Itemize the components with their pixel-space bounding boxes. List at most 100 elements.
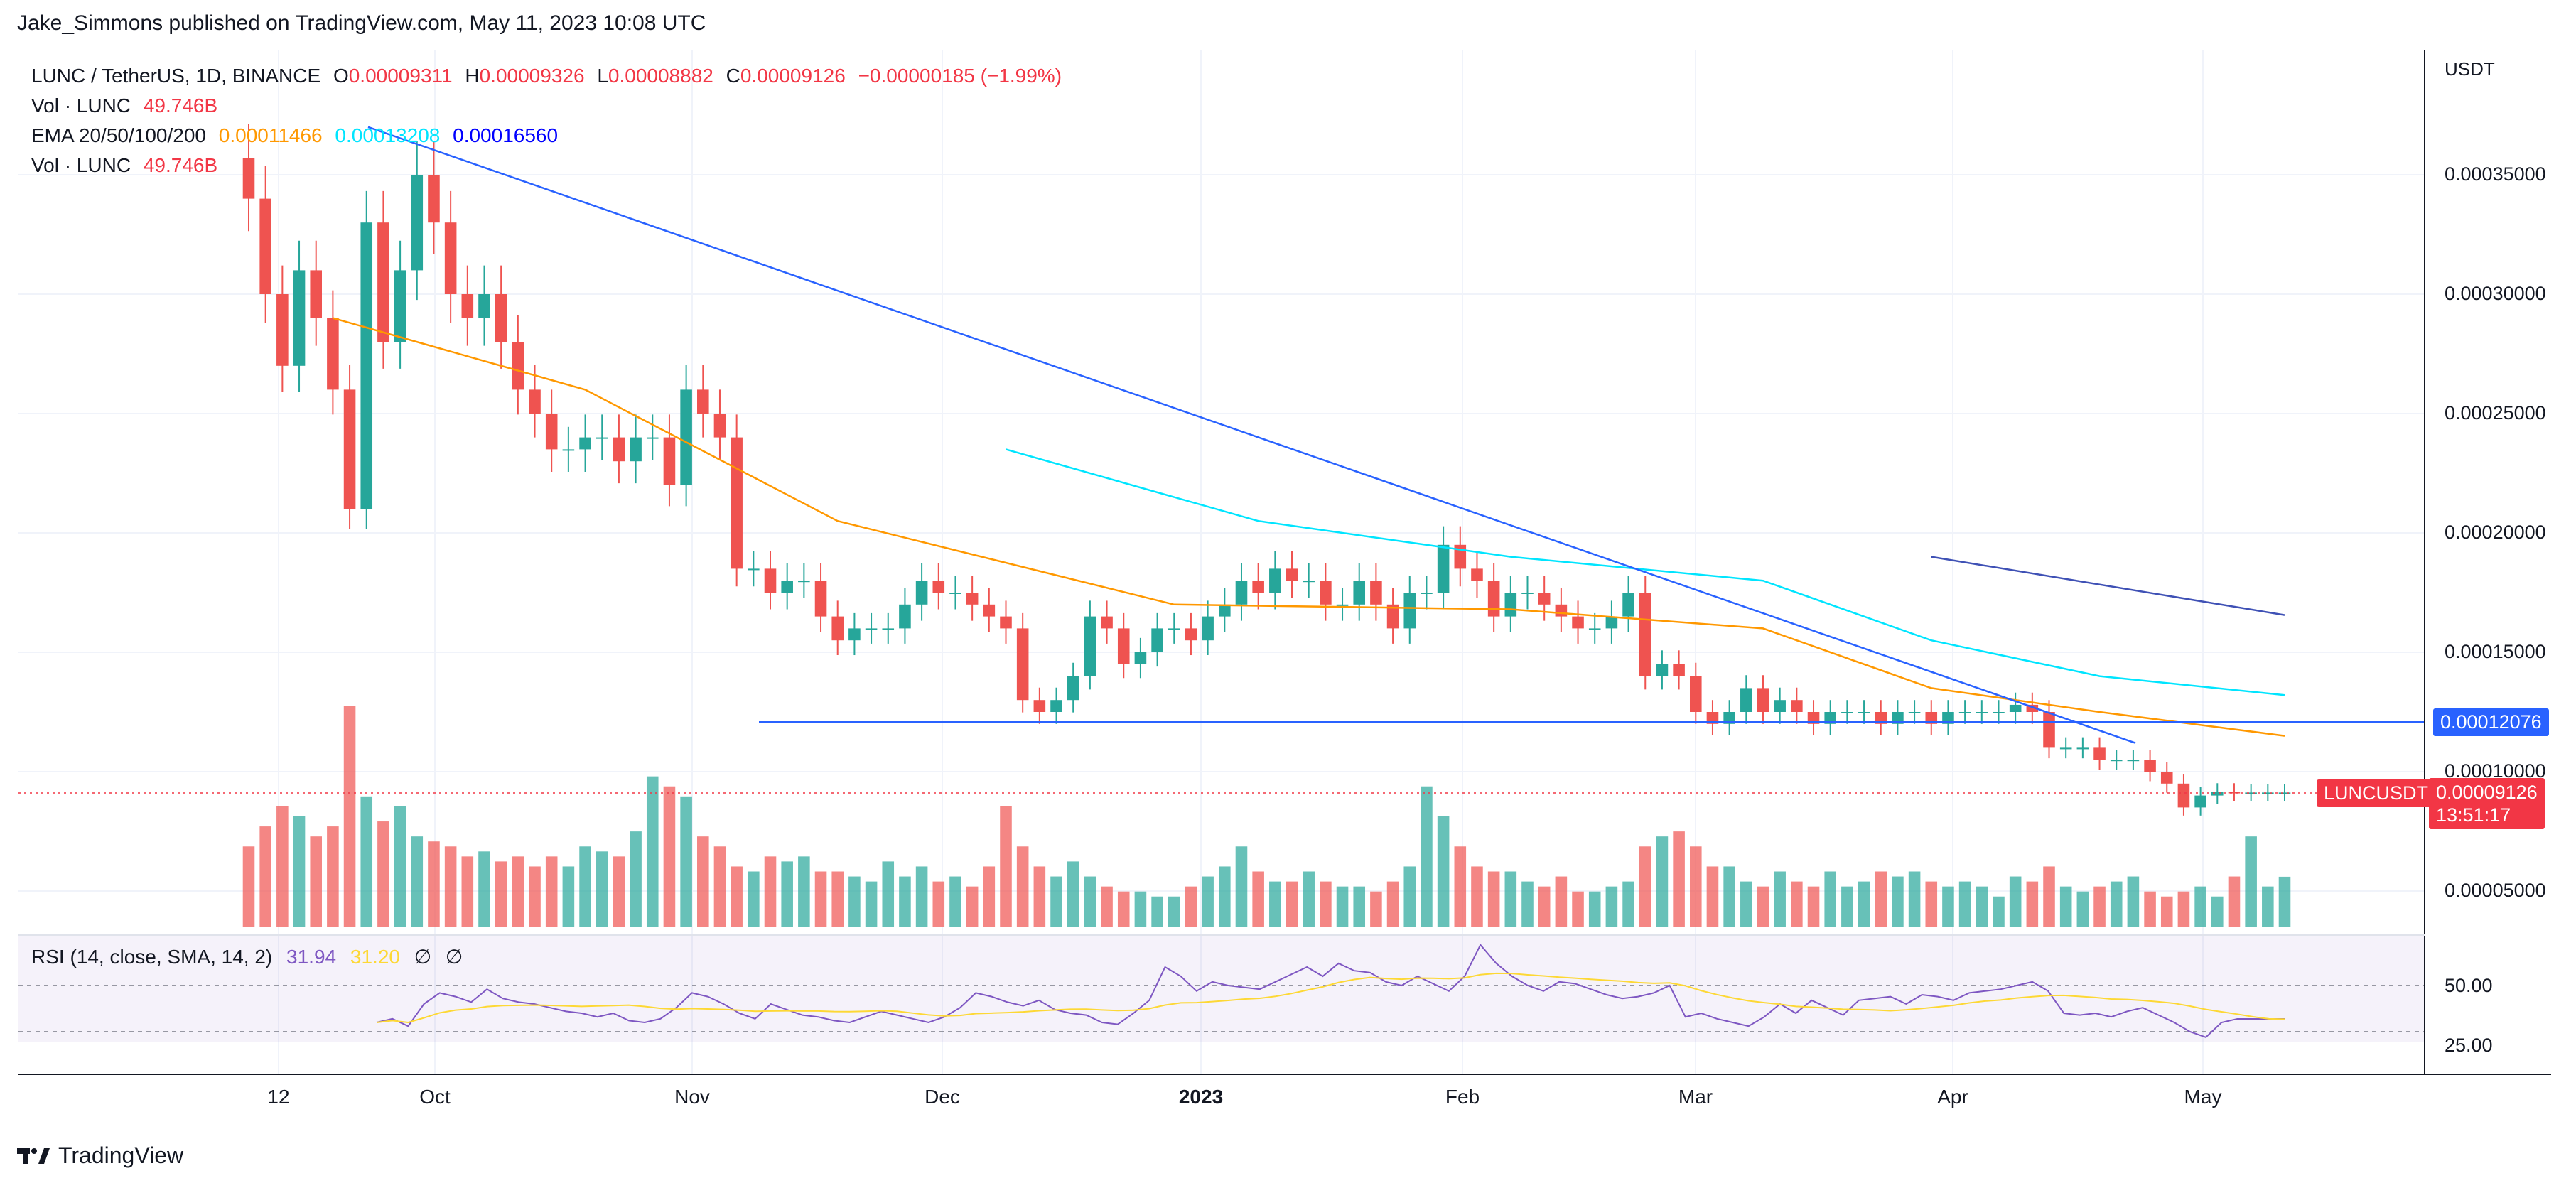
ema50-value: 0.00013208 (335, 124, 441, 146)
volume-row-2: Vol · LUNC 49.746B (31, 151, 1069, 180)
candle-countdown: 13:51:17 (2436, 804, 2511, 826)
volume-bar (1151, 896, 1163, 927)
volume-bar (596, 851, 608, 927)
volume-bar (1689, 846, 1702, 927)
candle-body (545, 414, 558, 450)
candle-body (495, 294, 507, 342)
candle-body (2059, 747, 2072, 750)
candle-body (2160, 772, 2173, 784)
volume-bar (461, 856, 474, 927)
rsi-hidden-icon-2[interactable]: ∅ (445, 946, 463, 968)
volume-bar (1555, 876, 1568, 927)
support-line-price-tag: 0.00012076 (2433, 708, 2549, 736)
time-tick: Mar (1678, 1086, 1713, 1108)
candle-body (377, 222, 389, 342)
symbol-label[interactable]: LUNC / TetherUS, 1D, BINANCE (31, 65, 321, 87)
low-value: 0.00008882 (608, 65, 713, 87)
candle-body (1976, 712, 1988, 713)
candle-body (1067, 676, 1079, 701)
candle-body (848, 628, 861, 641)
rsi-tick: 25.00 (2445, 1035, 2493, 1056)
candle-body (630, 437, 642, 462)
volume-bar (1117, 891, 1130, 927)
candle-body (1673, 664, 1685, 676)
volume-bar (1504, 871, 1517, 927)
volume-bar (1538, 886, 1551, 927)
candle-body (882, 628, 895, 630)
volume-bar (1235, 846, 1248, 927)
rsi-sma-value: 31.20 (350, 946, 400, 968)
volume-bar (1791, 881, 1803, 927)
volume-bar (899, 876, 911, 927)
volume-bar (1976, 886, 1988, 927)
volume-bar (529, 866, 541, 927)
candle-body (1336, 604, 1349, 606)
candle-body (394, 270, 406, 342)
candle-body (310, 270, 322, 318)
volume-bar (444, 846, 457, 927)
volume-bar (1370, 891, 1382, 927)
volume-bar (1084, 876, 1096, 927)
rsi-label[interactable]: RSI (14, close, SMA, 14, 2) (31, 946, 273, 968)
candle-body (1757, 688, 1769, 712)
candle-body (1807, 712, 1820, 724)
volume-bar (1824, 871, 1836, 927)
candle-body (343, 389, 356, 509)
volume-label[interactable]: Vol · LUNC (31, 94, 131, 117)
volume-bar (1622, 881, 1634, 927)
candle-body (2043, 712, 2055, 748)
candle-body (1421, 593, 1433, 594)
candle-body (1925, 712, 1938, 724)
candle-body (1824, 712, 1836, 724)
volume-bar (663, 786, 676, 927)
candle-body (2177, 783, 2190, 808)
volume-bar (1067, 861, 1079, 927)
candle-body (1639, 593, 1651, 676)
volume-bar (1572, 891, 1584, 927)
candle-body (915, 580, 928, 605)
volume-bar (949, 876, 961, 927)
candle-body (1942, 712, 1954, 724)
candle-body (865, 628, 878, 630)
candle-body (781, 580, 793, 593)
candle-body (1521, 593, 1534, 594)
volume-bar (1403, 866, 1416, 927)
candle-body (1050, 700, 1062, 712)
time-tick: Feb (1445, 1086, 1480, 1108)
open-value: 0.00009311 (348, 65, 453, 87)
volume-bar (1269, 881, 1281, 927)
candle-body (2211, 792, 2224, 796)
volume-bar (2245, 836, 2257, 927)
rsi-value: 31.94 (286, 946, 337, 968)
candle-body (444, 222, 457, 294)
volume-bar (1421, 786, 1433, 927)
candle-body (646, 437, 659, 439)
rsi-legend: RSI (14, close, SMA, 14, 2) 31.94 31.20 … (31, 945, 471, 968)
ema-line (333, 317, 2285, 737)
volume-bar (579, 846, 591, 927)
candle-body (1689, 676, 1702, 712)
ema-label[interactable]: EMA 20/50/100/200 (31, 124, 206, 146)
volume-label-2[interactable]: Vol · LUNC (31, 154, 131, 176)
candle-body (1487, 580, 1500, 617)
rsi-hidden-icon-1[interactable]: ∅ (414, 946, 432, 968)
candle-body (2127, 760, 2140, 762)
last-price-tag: 0.00009126 13:51:17 (2429, 778, 2545, 829)
ema-line (1006, 448, 2285, 696)
candle-body (1774, 700, 1786, 712)
candle-body (1437, 544, 1450, 593)
candle-body (966, 593, 979, 605)
brand-logo[interactable]: TradingView (17, 1143, 183, 1169)
time-tick: 2023 (1178, 1086, 1224, 1108)
ema-line (1931, 556, 2285, 616)
volume-bar (1858, 881, 1870, 927)
tradingview-logo-icon (17, 1148, 50, 1164)
price-tick: 0.00015000 (2445, 641, 2546, 662)
candle-body (2262, 792, 2274, 794)
volume-bar (1286, 881, 1298, 927)
rsi-band (18, 936, 2425, 1042)
volume-bar (1757, 886, 1769, 927)
volume-bar (1925, 881, 1938, 927)
candle-body (242, 158, 255, 199)
